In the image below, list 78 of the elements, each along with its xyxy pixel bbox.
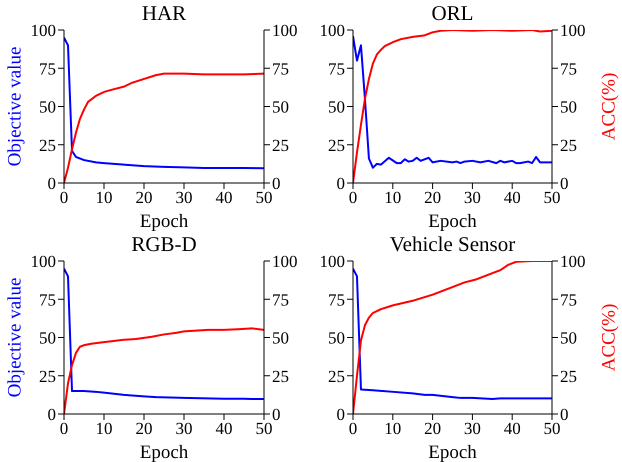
- x-tick-label: 10: [96, 188, 112, 208]
- y-tick-label: 100: [30, 21, 56, 40]
- y2-tick-label: 0: [272, 405, 280, 424]
- y2-tick-label: 100: [272, 252, 298, 272]
- x-tick-label: 30: [464, 188, 481, 208]
- y2-tick-label: 75: [560, 59, 577, 78]
- y-tick-label: 0: [48, 405, 56, 424]
- y-tick-label: 75: [328, 59, 345, 78]
- line-series: [64, 36, 264, 170]
- x-tick-label: 20: [424, 419, 442, 438]
- y-tick-label: 0: [336, 405, 345, 424]
- x-tick-label: 30: [176, 419, 192, 438]
- y2-tick-label: 100: [560, 252, 586, 272]
- x-tick-label: 0: [60, 419, 68, 438]
- x-axis-title: Epoch: [140, 211, 189, 232]
- y-tick-label: 25: [39, 136, 56, 155]
- x-tick-label: 40: [216, 188, 232, 208]
- y-tick-label: 25: [328, 366, 345, 386]
- x-axis-title: Epoch: [428, 211, 478, 232]
- y2-tick-label: 25: [560, 366, 577, 386]
- y-tick-label: 75: [39, 290, 56, 310]
- y2-tick-label: 100: [560, 21, 586, 40]
- y2-tick-label: 0: [272, 174, 280, 194]
- y-tick-label: 0: [336, 174, 345, 194]
- y2-tick-label: 0: [560, 405, 568, 424]
- x-tick-label: 10: [96, 419, 112, 438]
- x-tick-label: 20: [136, 419, 152, 438]
- x-tick-label: 0: [60, 188, 68, 208]
- y-tick-label: 100: [30, 252, 56, 272]
- line-series: [64, 268, 264, 400]
- y2-tick-label: 75: [272, 59, 289, 78]
- y2-tick-label: 50: [560, 328, 577, 348]
- x-tick-label: 40: [504, 188, 521, 208]
- y2-tick-label: 0: [560, 174, 568, 194]
- y-tick-label: 75: [39, 59, 56, 78]
- y-tick-label: 0: [48, 174, 56, 194]
- y2-tick-label: 25: [272, 366, 289, 386]
- y-tick-label: 25: [39, 366, 56, 386]
- x-tick-label: 30: [464, 419, 481, 438]
- y2-axis-title: ACC(%): [598, 72, 620, 140]
- y-tick-label: 50: [39, 98, 56, 117]
- x-tick-label: 40: [504, 419, 521, 438]
- y2-tick-label: 75: [560, 290, 577, 310]
- y-tick-label: 50: [328, 98, 345, 117]
- x-tick-label: 10: [384, 419, 402, 438]
- y-tick-label: 50: [328, 328, 345, 348]
- y2-tick-label: 50: [272, 328, 289, 348]
- y2-tick-label: 100: [272, 21, 298, 40]
- x-tick-label: 50: [256, 419, 272, 438]
- x-tick-label: 50: [544, 419, 560, 438]
- y-tick-label: 100: [320, 252, 345, 272]
- chart-title: HAR: [140, 0, 188, 26]
- y2-tick-label: 25: [272, 136, 289, 155]
- x-tick-label: 40: [216, 419, 232, 438]
- x-tick-label: 30: [176, 188, 192, 208]
- chart-title: ORL: [430, 0, 474, 26]
- x-tick-label: 10: [384, 188, 402, 208]
- chart-title: RGB-D: [130, 231, 198, 257]
- y2-tick-label: 75: [272, 290, 289, 310]
- x-tick-label: 50: [256, 188, 272, 208]
- y2-tick-label: 25: [560, 136, 577, 155]
- y-tick-label: 75: [328, 290, 345, 310]
- y-tick-label: 50: [39, 328, 56, 348]
- x-axis-title: Epoch: [140, 442, 189, 462]
- y-axis-title: Objective value: [4, 278, 26, 398]
- x-tick-label: 20: [136, 188, 152, 208]
- chart-title: Vehicle Sensor: [388, 231, 516, 257]
- y-tick-label: 100: [320, 21, 345, 40]
- x-axis-title: Epoch: [428, 442, 478, 462]
- x-tick-label: 0: [348, 188, 358, 208]
- y2-axis-title: ACC(%): [598, 304, 620, 372]
- x-tick-label: 0: [348, 419, 358, 438]
- y-tick-label: 25: [328, 136, 345, 155]
- y-axis-title: Objective value: [4, 46, 26, 166]
- x-tick-label: 20: [424, 188, 442, 208]
- y2-tick-label: 50: [272, 98, 289, 117]
- y2-tick-label: 50: [560, 98, 577, 117]
- x-tick-label: 50: [544, 188, 560, 208]
